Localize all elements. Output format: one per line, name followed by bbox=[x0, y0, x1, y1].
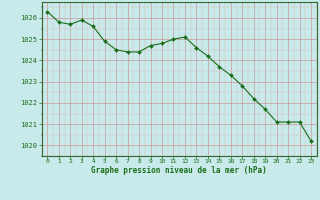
X-axis label: Graphe pression niveau de la mer (hPa): Graphe pression niveau de la mer (hPa) bbox=[91, 166, 267, 175]
